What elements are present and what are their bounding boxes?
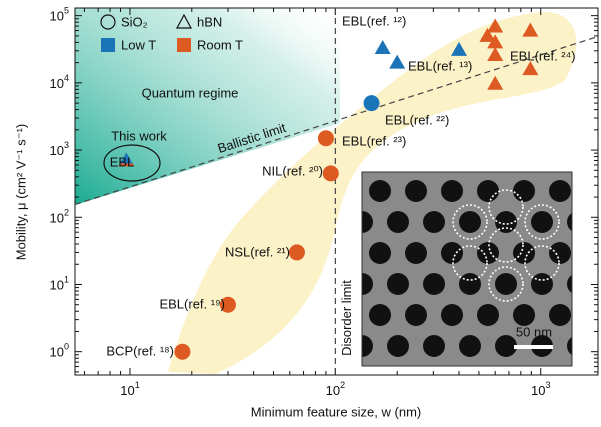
point-label: EBL(ref. ¹⁹) bbox=[159, 296, 225, 311]
data-point bbox=[323, 165, 339, 181]
data-point bbox=[389, 55, 405, 69]
data-point bbox=[364, 95, 380, 111]
x-axis-label: Minimum feature size, w (nm) bbox=[251, 404, 421, 419]
x-tick-label: 101 bbox=[120, 380, 139, 398]
legend-swatch bbox=[177, 38, 191, 52]
disorder-limit-label: Disorder limit bbox=[339, 280, 354, 356]
y-axis-label: Mobility, μ (cm² V⁻¹ s⁻¹) bbox=[13, 124, 28, 261]
legend-label: Low T bbox=[121, 37, 156, 52]
point-label: NSL(ref. ²¹) bbox=[225, 244, 290, 259]
point-label: NIL(ref. ²⁰) bbox=[262, 163, 323, 178]
legend-label: hBN bbox=[197, 14, 222, 29]
point-label: BCP(ref. ¹⁸) bbox=[106, 343, 174, 358]
y-tick-label: 100 bbox=[50, 342, 69, 360]
annotation: EBL(ref. ¹²) bbox=[342, 13, 406, 28]
annotation: 50 nm bbox=[516, 324, 552, 339]
y-tick-label: 103 bbox=[50, 140, 69, 158]
y-tick-label: 104 bbox=[50, 73, 69, 91]
legend-label: Room T bbox=[197, 37, 243, 52]
legend-label: SiO₂ bbox=[121, 14, 148, 29]
point-label: EBL(ref. ²³) bbox=[342, 133, 406, 148]
annotation: EBL bbox=[110, 154, 135, 169]
annotation: Quantum regime bbox=[142, 85, 239, 100]
data-point bbox=[318, 130, 334, 146]
y-tick-label: 101 bbox=[50, 275, 69, 293]
annotation: EBL(ref. ¹³) bbox=[408, 58, 472, 73]
data-point bbox=[375, 40, 391, 54]
chart: Minimum feature size, w (nm) Mobility, μ… bbox=[0, 0, 601, 427]
data-point bbox=[289, 244, 305, 260]
annotation: EBL(ref. ²⁴) bbox=[510, 48, 576, 63]
y-tick-label: 105 bbox=[50, 6, 69, 24]
y-tick-label: 102 bbox=[50, 208, 69, 226]
annotation: This work bbox=[111, 128, 167, 143]
x-tick-label: 103 bbox=[531, 380, 550, 398]
data-point bbox=[174, 344, 190, 360]
legend-swatch bbox=[101, 38, 115, 52]
x-tick-label: 102 bbox=[326, 380, 345, 398]
point-label: EBL(ref. ²²) bbox=[385, 112, 449, 127]
